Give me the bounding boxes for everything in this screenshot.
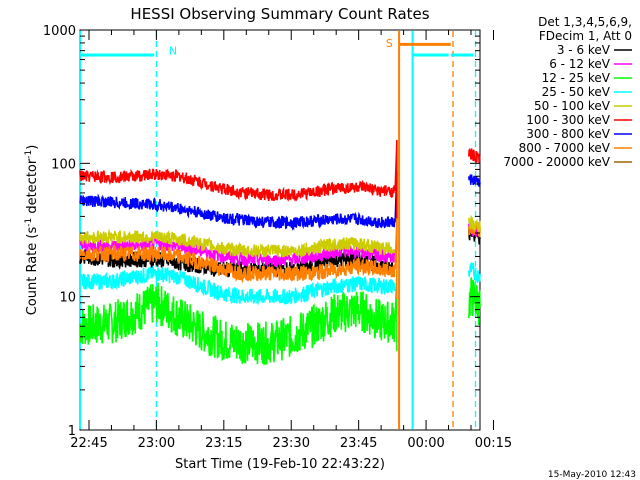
flare-spike-line [394, 218, 398, 300]
y-axis: 1 10 100 1000 [43, 24, 480, 439]
legend-label: 100 - 300 keV [526, 113, 610, 127]
series-line [79, 266, 396, 306]
footer-timestamp: 15-May-2010 12:43 [548, 470, 636, 480]
legend-header: Det 1,3,4,5,6,9, [538, 15, 632, 29]
legend-label: 800 - 7000 keV [519, 141, 611, 155]
series-line [468, 147, 481, 165]
series-lines [79, 139, 481, 366]
series-line [468, 214, 481, 233]
x-tick-label: 23:00 [138, 436, 175, 451]
plot-frame [79, 29, 481, 431]
legend-label: 6 - 12 keV [549, 57, 611, 71]
series-line [79, 228, 396, 259]
y-axis-label: Count Rate (s-1 detector-1) [24, 145, 40, 316]
series-line [468, 174, 481, 187]
chart-title: HESSI Observing Summary Count Rates [130, 5, 429, 23]
x-axis: 22:45 23:00 23:15 23:30 23:45 00:00 00:15 [70, 30, 512, 451]
y-tick-label: 1000 [43, 24, 76, 39]
annotation-label: N [169, 45, 177, 58]
series-line [468, 262, 481, 283]
legend-label: 7000 - 20000 keV [503, 155, 610, 169]
annotation-label: S [386, 37, 393, 50]
x-tick-label: 23:15 [205, 436, 242, 451]
legend-label: 12 - 25 keV [542, 71, 611, 85]
legend-header: FDecim 1, Att 0 [539, 29, 632, 43]
x-axis-label: Start Time (19-Feb-10 22:43:22) [175, 457, 385, 472]
series-line [468, 277, 481, 325]
legend-label: 25 - 50 keV [542, 85, 611, 99]
y-tick-label: 10 [59, 291, 76, 306]
x-tick-label: 00:00 [407, 436, 444, 451]
series-line [79, 168, 396, 202]
attenuator-bars [80, 42, 474, 57]
marker-lines [79, 31, 477, 429]
annotations: NS [169, 37, 393, 58]
legend: Det 1,3,4,5,6,9,FDecim 1, Att 03 - 6 keV… [503, 15, 632, 169]
x-tick-label: 23:30 [273, 436, 310, 451]
x-tick-label: 22:45 [70, 436, 107, 451]
legend-label: 3 - 6 keV [557, 43, 611, 57]
legend-label: 50 - 100 keV [534, 99, 611, 113]
y-tick-label: 1 [68, 424, 76, 439]
x-tick-label: 00:15 [475, 436, 512, 451]
legend-label: 300 - 800 keV [526, 127, 610, 141]
series-line [79, 243, 396, 284]
series-line [79, 282, 396, 366]
series-line [79, 193, 396, 231]
x-tick-label: 23:45 [340, 436, 377, 451]
flare-spike-line [394, 139, 398, 221]
y-tick-label: 100 [51, 157, 76, 172]
